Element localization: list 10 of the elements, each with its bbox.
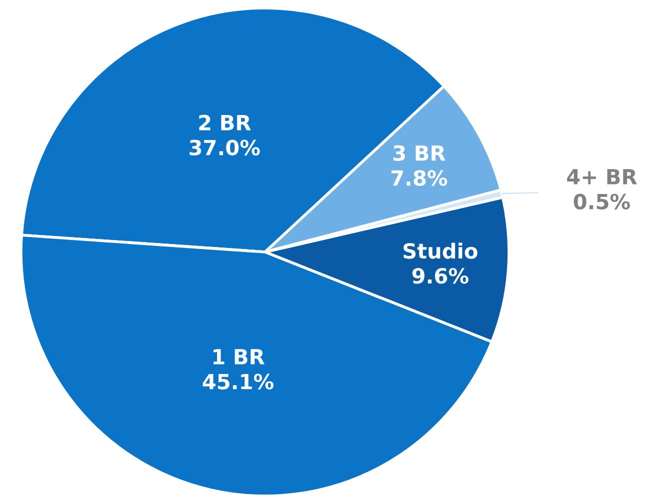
slice-label: 3 BR	[394, 145, 446, 161]
slice-label: 1 BR	[214, 349, 264, 364]
data-label: 45.1%	[202, 374, 274, 390]
data-label: 7.8%	[391, 170, 448, 186]
slice-label: 4+ BR	[567, 169, 637, 184]
data-label: 37.0%	[190, 140, 260, 156]
data-label: 9.6%	[412, 268, 468, 284]
data-label: 0.5%	[574, 194, 630, 210]
slice-label: Studio	[404, 242, 478, 259]
slice-label: 2 BR	[199, 114, 251, 130]
